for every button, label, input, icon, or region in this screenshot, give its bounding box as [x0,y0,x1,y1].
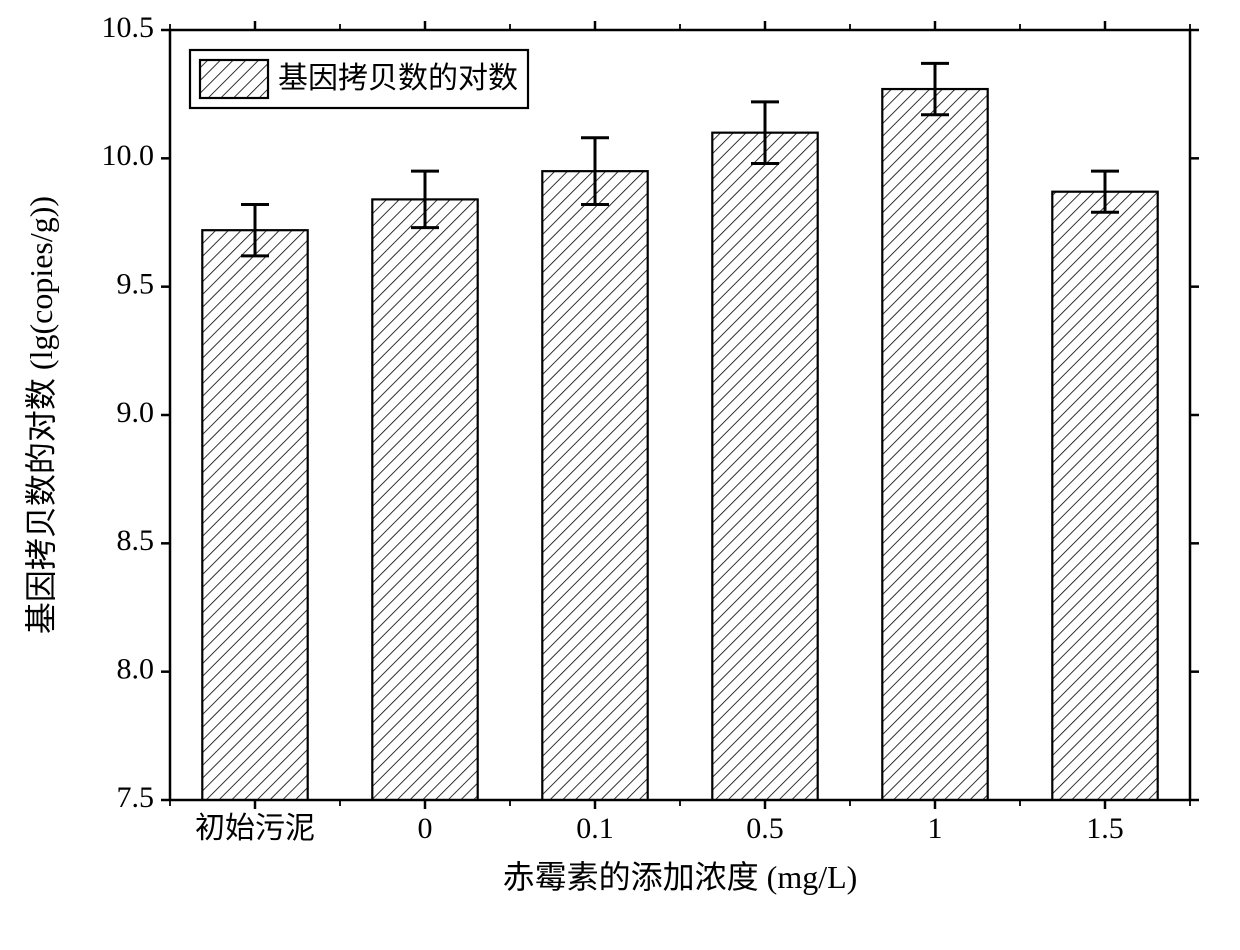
x-tick-label: 1.5 [1086,812,1124,845]
x-tick-label: 0.1 [576,812,614,845]
y-tick-label: 7.5 [117,781,155,814]
bar-hatch [1052,192,1157,804]
x-axis-label: 赤霉素的添加浓度 (mg/L) [503,859,858,895]
legend-label: 基因拷贝数的对数 [278,62,518,95]
plot-background [170,30,1190,800]
y-axis-label: 基因拷贝数的对数 (lg(copies/g)) [23,196,59,634]
y-tick-label: 8.0 [117,653,155,686]
y-tick-label: 8.5 [117,524,155,557]
x-tick-label: 初始污泥 [195,812,315,845]
y-tick-label: 10.5 [102,11,155,44]
x-tick-label: 0.5 [746,812,784,845]
y-tick-label: 9.0 [117,396,155,429]
chart-container: 7.5 8.0 8.5 9.0 9.5 10.0 10.5 初始污泥 0 0.1 0.5 1 1.5 赤霉… [0,0,1240,950]
bar-hatch [882,89,987,804]
bar-hatch [202,230,307,804]
legend-swatch-hatch [200,60,268,98]
bar-chart: 7.5 8.0 8.5 9.0 9.5 10.0 10.5 初始污泥 0 0.1 0.5 1 1.5 赤霉… [0,0,1240,950]
y-tick-label: 10.0 [102,139,155,172]
x-tick-label: 0 [418,812,433,845]
bar-hatch [712,133,817,804]
bar-hatch [542,171,647,804]
y-tick-label: 9.5 [117,268,155,301]
x-tick-label: 1 [928,812,943,845]
bar-hatch [372,199,477,804]
